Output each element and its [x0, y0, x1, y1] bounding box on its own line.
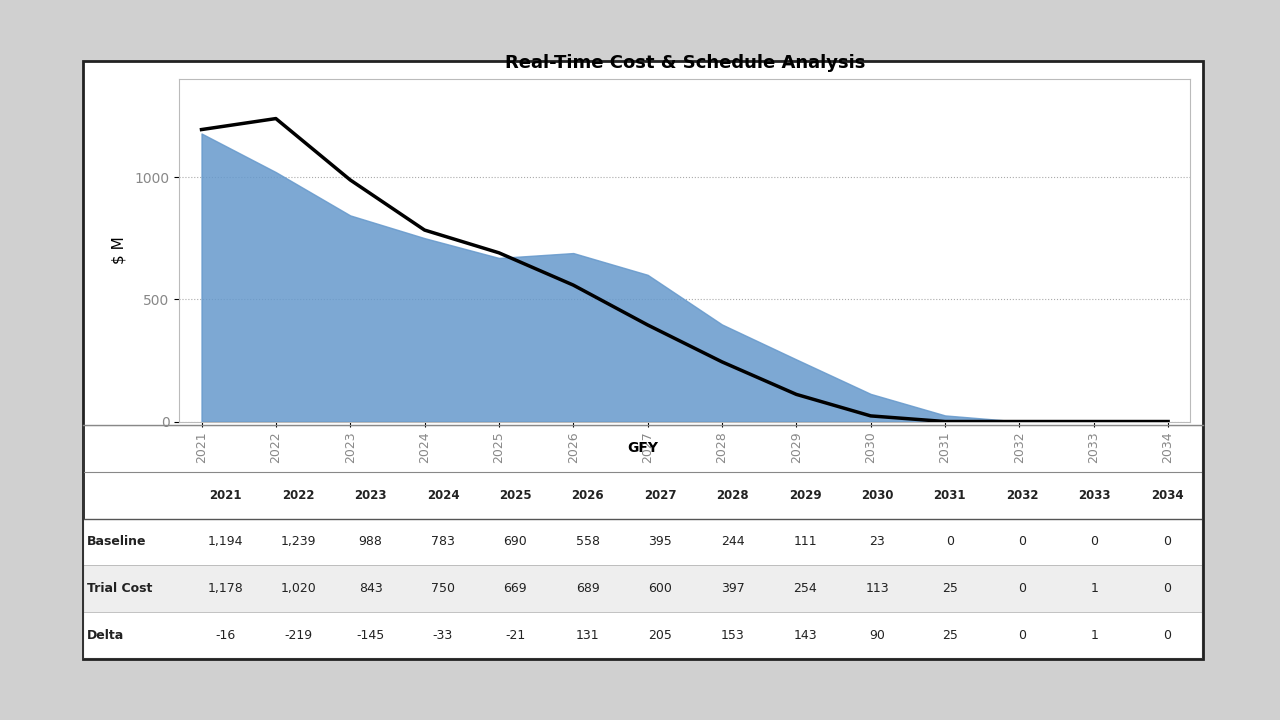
Text: -33: -33: [433, 629, 453, 642]
Text: 0: 0: [946, 536, 954, 549]
Text: 600: 600: [648, 582, 672, 595]
Text: 2025: 2025: [499, 489, 531, 502]
Text: 2032: 2032: [1006, 489, 1038, 502]
Text: 2027: 2027: [644, 489, 676, 502]
FancyBboxPatch shape: [83, 518, 1203, 565]
Text: 205: 205: [648, 629, 672, 642]
Text: 1,178: 1,178: [207, 582, 243, 595]
Text: 689: 689: [576, 582, 599, 595]
Text: 2022: 2022: [282, 489, 315, 502]
Text: 25: 25: [942, 582, 957, 595]
Text: 2031: 2031: [933, 489, 966, 502]
Text: 1,020: 1,020: [280, 582, 316, 595]
FancyBboxPatch shape: [83, 612, 1203, 659]
Text: 131: 131: [576, 629, 599, 642]
Text: GFY: GFY: [627, 441, 659, 456]
Text: 690: 690: [503, 536, 527, 549]
Text: -21: -21: [506, 629, 526, 642]
Text: 2021: 2021: [210, 489, 242, 502]
Text: 988: 988: [358, 536, 383, 549]
Title: Real-Time Cost & Schedule Analysis: Real-Time Cost & Schedule Analysis: [504, 54, 865, 72]
Text: 0: 0: [1091, 536, 1098, 549]
Text: 25: 25: [942, 629, 957, 642]
Text: 1,194: 1,194: [209, 536, 243, 549]
Text: -16: -16: [215, 629, 236, 642]
FancyBboxPatch shape: [83, 565, 1203, 612]
Text: 0: 0: [1164, 629, 1171, 642]
Text: 397: 397: [721, 582, 745, 595]
Text: 0: 0: [1018, 536, 1027, 549]
Text: 1: 1: [1091, 629, 1098, 642]
Text: Delta: Delta: [87, 629, 124, 642]
Text: 395: 395: [649, 536, 672, 549]
Text: 669: 669: [503, 582, 527, 595]
Text: 2023: 2023: [355, 489, 387, 502]
Text: 843: 843: [358, 582, 383, 595]
Text: 2028: 2028: [717, 489, 749, 502]
Text: 1: 1: [1091, 582, 1098, 595]
Text: Trial Cost: Trial Cost: [87, 582, 152, 595]
Text: -219: -219: [284, 629, 312, 642]
Text: 2026: 2026: [571, 489, 604, 502]
Text: 254: 254: [794, 582, 817, 595]
Text: 0: 0: [1018, 629, 1027, 642]
Text: Baseline: Baseline: [87, 536, 146, 549]
Text: 2033: 2033: [1078, 489, 1111, 502]
Text: -145: -145: [356, 629, 385, 642]
Text: 90: 90: [869, 629, 886, 642]
Text: 0: 0: [1164, 582, 1171, 595]
Text: 111: 111: [794, 536, 817, 549]
Text: 23: 23: [869, 536, 886, 549]
Text: 244: 244: [721, 536, 745, 549]
Text: 783: 783: [431, 536, 454, 549]
Text: 750: 750: [431, 582, 454, 595]
Text: 153: 153: [721, 629, 745, 642]
Text: 2030: 2030: [861, 489, 893, 502]
Text: 558: 558: [576, 536, 600, 549]
Y-axis label: $ M: $ M: [111, 236, 125, 264]
Text: 143: 143: [794, 629, 817, 642]
Text: 113: 113: [865, 582, 890, 595]
Text: 2029: 2029: [788, 489, 822, 502]
Text: 1,239: 1,239: [280, 536, 316, 549]
Text: 0: 0: [1018, 582, 1027, 595]
Text: 2024: 2024: [426, 489, 460, 502]
Text: 0: 0: [1164, 536, 1171, 549]
Text: 2034: 2034: [1151, 489, 1183, 502]
